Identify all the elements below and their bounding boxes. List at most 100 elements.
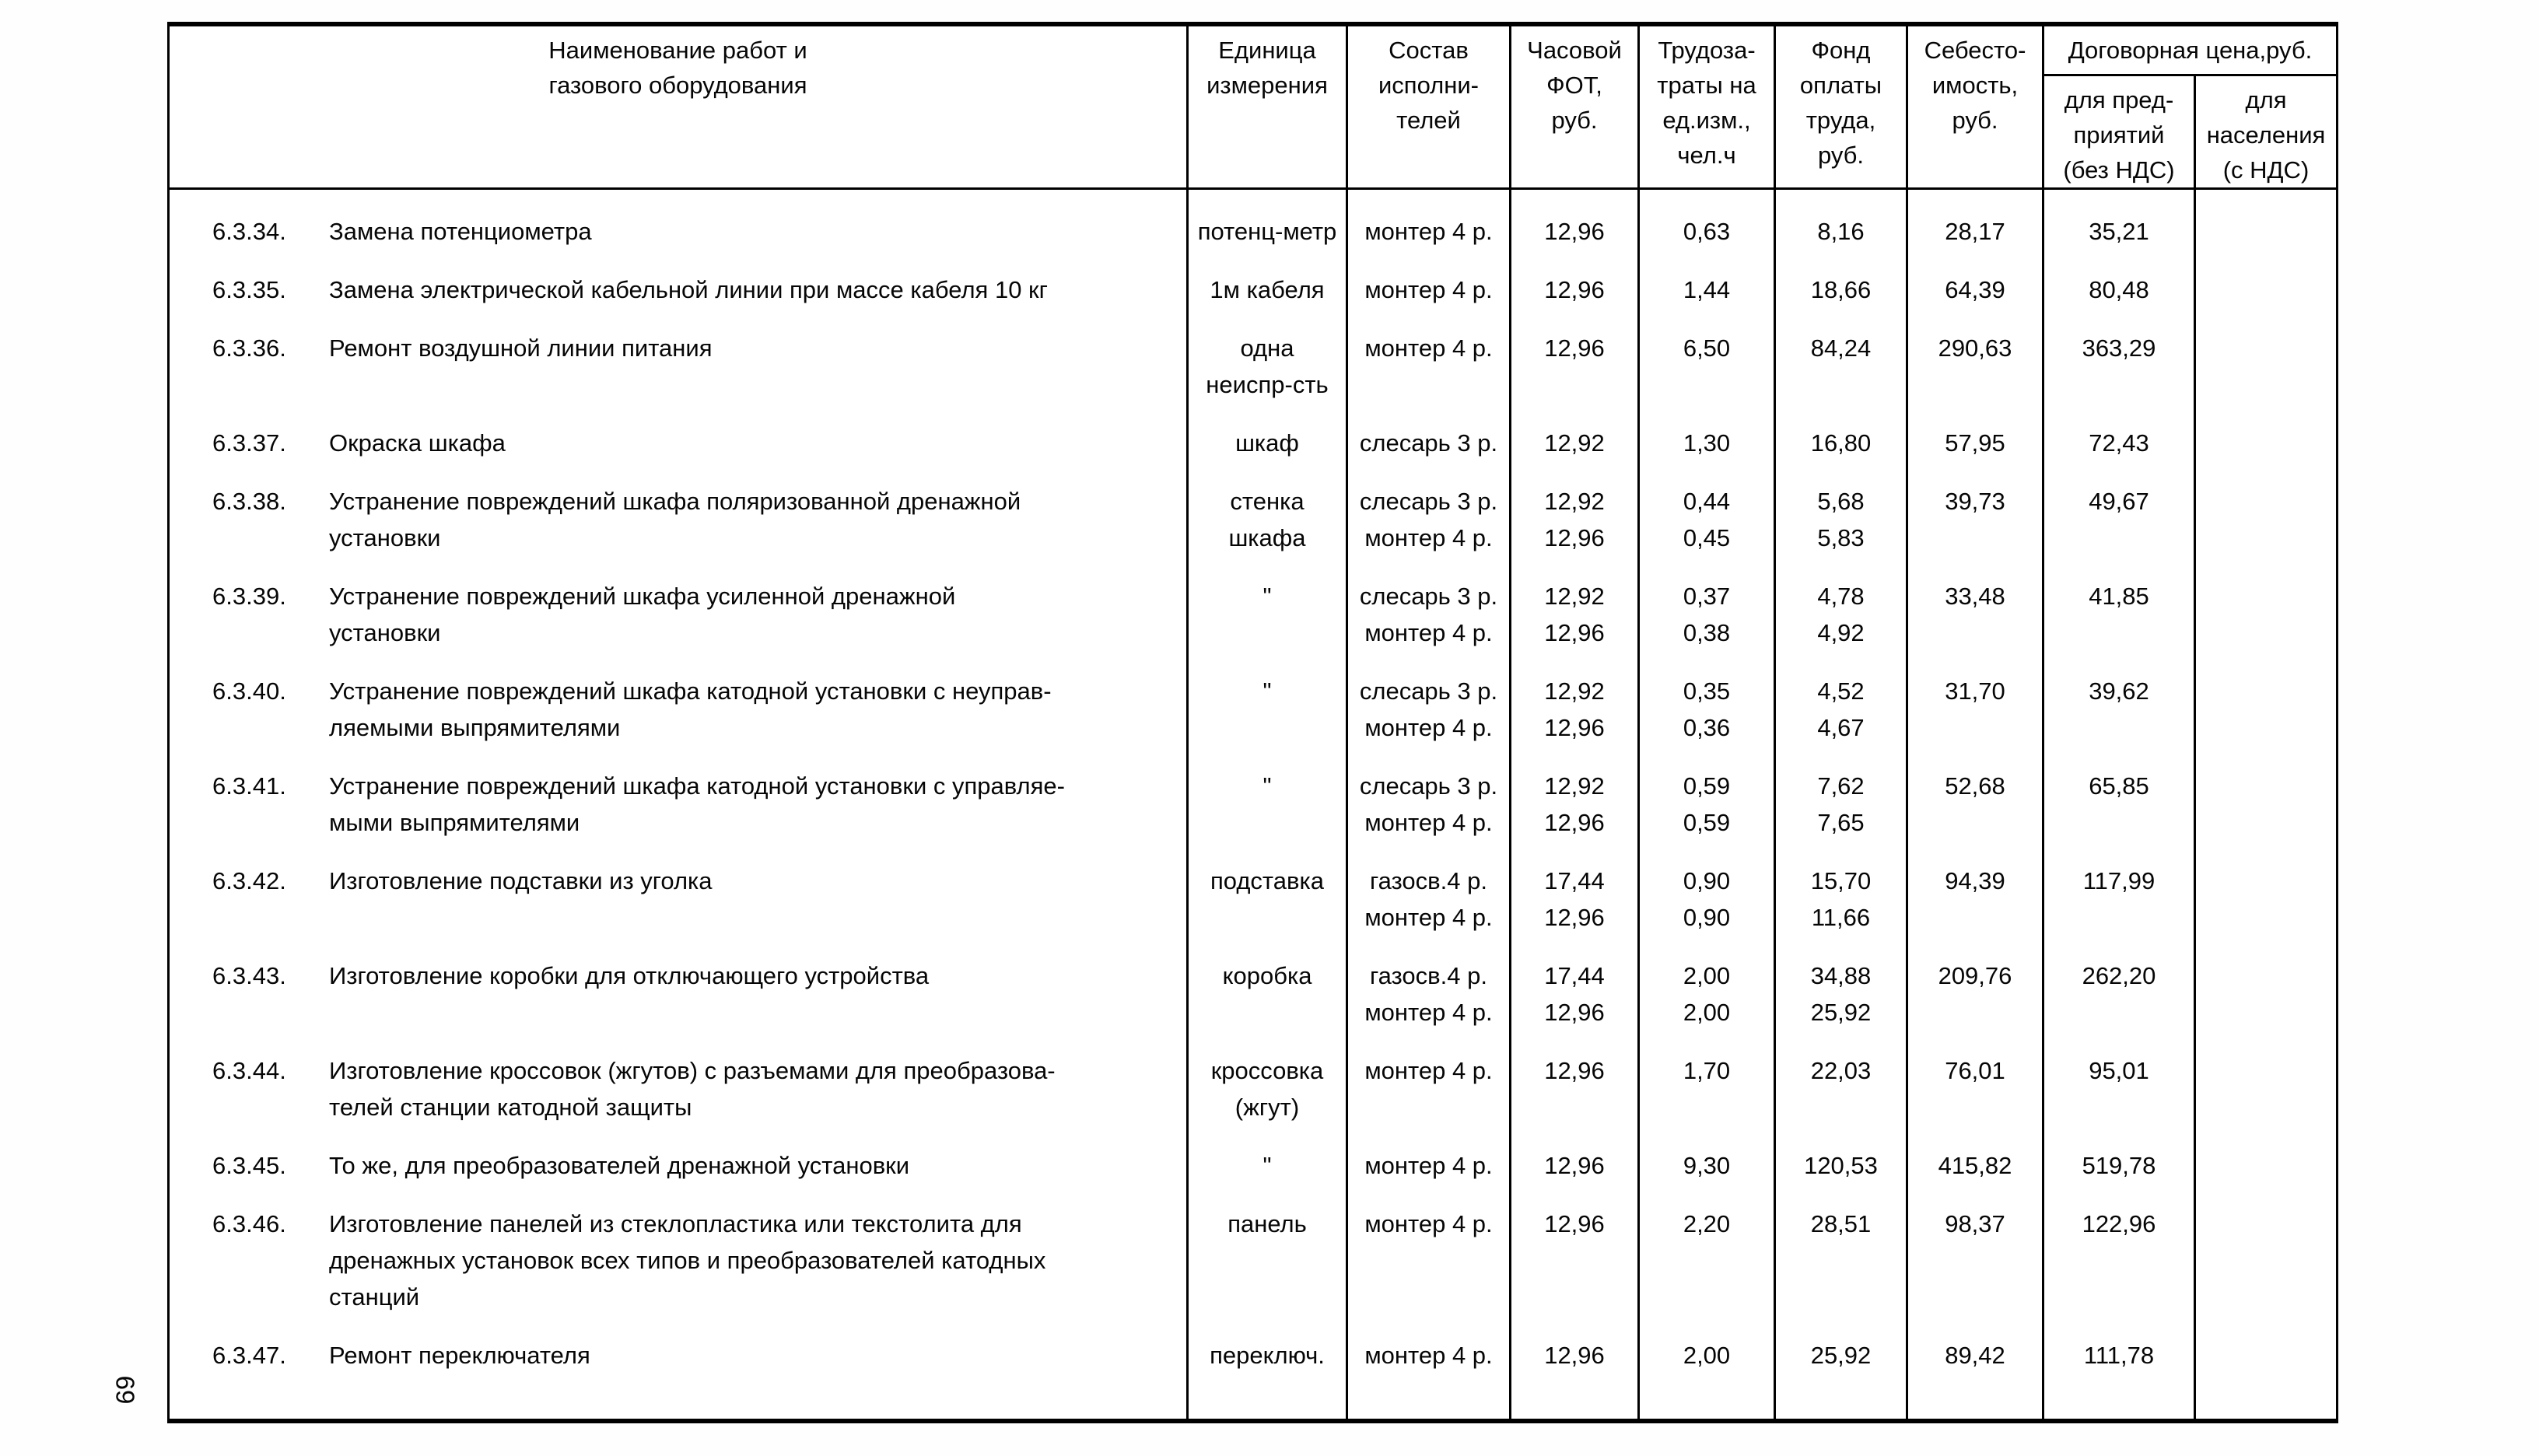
cell-name: 6.3.43. Изготовление коробки для отключа…: [170, 957, 1189, 1052]
work-name: Устранение повреждений шкафа поляризован…: [329, 488, 1021, 551]
cell-price-population: [2196, 483, 2336, 578]
header-cell-performers: Состав исполни- телей: [1348, 26, 1511, 190]
work-name: Устранение повреждений шкафа катодной ус…: [329, 677, 1052, 741]
table-row: 6.3.37. Окраска шкафа шкаф слесарь 3 р. …: [170, 425, 2336, 483]
cell-price-population: [2196, 1052, 2336, 1147]
cell-price-enterprises: 39,62: [2044, 673, 2196, 768]
row-number: 6.3.46.: [212, 1210, 286, 1237]
cell-fund: 22,03: [1776, 1052, 1908, 1147]
cell-performers: монтер 4 р.: [1348, 271, 1511, 330]
cell-hourly-fot: 12,92 12,96: [1511, 578, 1640, 673]
cell-fund: 7,62 7,65: [1776, 768, 1908, 863]
tariff-table: Наименование работ и газового оборудован…: [167, 22, 2338, 1423]
cell-performers: монтер 4 р.: [1348, 1337, 1511, 1419]
cell-performers: слесарь 3 р. монтер 4 р.: [1348, 578, 1511, 673]
row-number: 6.3.44.: [212, 1057, 286, 1084]
work-name: Изготовление кроссовок (жгутов) с разъем…: [329, 1057, 1056, 1121]
cell-cost: 64,39: [1908, 271, 2044, 330]
cell-performers: слесарь 3 р. монтер 4 р.: [1348, 768, 1511, 863]
cell-cost: 89,42: [1908, 1337, 2044, 1419]
cell-hourly-fot: 17,44 12,96: [1511, 957, 1640, 1052]
cell-name: 6.3.34. Замена потенциометра: [170, 190, 1189, 271]
cell-fund: 18,66: [1776, 271, 1908, 330]
cell-price-enterprises: 95,01: [2044, 1052, 2196, 1147]
cell-labor: 1,30: [1640, 425, 1776, 483]
header-cell-unit: Единица измерения: [1189, 26, 1348, 190]
cell-hourly-fot: 12,92 12,96: [1511, 673, 1640, 768]
cell-name: 6.3.46. Изготовление панелей из стеклопл…: [170, 1206, 1189, 1337]
work-name: Ремонт воздушной линии питания: [329, 334, 713, 362]
cell-labor: 1,44: [1640, 271, 1776, 330]
cell-performers: монтер 4 р.: [1348, 1052, 1511, 1147]
cell-name: 6.3.47. Ремонт переключателя: [170, 1337, 1189, 1419]
table-row: 6.3.44. Изготовление кроссовок (жгутов) …: [170, 1052, 2336, 1147]
cell-fund: 15,70 11,66: [1776, 863, 1908, 957]
cell-price-population: [2196, 768, 2336, 863]
cell-performers: слесарь 3 р. монтер 4 р.: [1348, 673, 1511, 768]
cell-name: 6.3.42. Изготовление подставки из уголка: [170, 863, 1189, 957]
cell-hourly-fot: 12,96: [1511, 1337, 1640, 1419]
cell-unit: одна неиспр-сть: [1189, 330, 1348, 425]
cell-performers: слесарь 3 р.: [1348, 425, 1511, 483]
cell-name: 6.3.41. Устранение повреждений шкафа кат…: [170, 768, 1189, 863]
cell-hourly-fot: 17,44 12,96: [1511, 863, 1640, 957]
cell-name: 6.3.44. Изготовление кроссовок (жгутов) …: [170, 1052, 1189, 1147]
cell-labor: 0,35 0,36: [1640, 673, 1776, 768]
work-name: Изготовление подставки из уголка: [329, 867, 713, 894]
work-name: Замена потенциометра: [329, 218, 592, 245]
header-cell-hourly-fot: Часовой ФОТ, руб.: [1511, 26, 1640, 190]
cell-unit: подставка: [1189, 863, 1348, 957]
cell-performers: монтер 4 р.: [1348, 190, 1511, 271]
cell-price-enterprises: 262,20: [2044, 957, 2196, 1052]
row-number: 6.3.43.: [212, 962, 286, 989]
cell-price-population: [2196, 1206, 2336, 1337]
table-row: 6.3.39. Устранение повреждений шкафа уси…: [170, 578, 2336, 673]
cell-labor: 2,00 2,00: [1640, 957, 1776, 1052]
cell-price-enterprises: 117,99: [2044, 863, 2196, 957]
cell-hourly-fot: 12,96: [1511, 190, 1640, 271]
cell-name: 6.3.38. Устранение повреждений шкафа пол…: [170, 483, 1189, 578]
table-row: 6.3.41. Устранение повреждений шкафа кат…: [170, 768, 2336, 863]
header-cell-contract-price: Договорная цена,руб.: [2044, 26, 2336, 76]
cell-hourly-fot: 12,92 12,96: [1511, 768, 1640, 863]
cell-labor: 1,70: [1640, 1052, 1776, 1147]
table-row: 6.3.42. Изготовление подставки из уголка…: [170, 863, 2336, 957]
cell-performers: монтер 4 р.: [1348, 1206, 1511, 1337]
cell-price-enterprises: 35,21: [2044, 190, 2196, 271]
table-row: 6.3.47. Ремонт переключателя переключ. м…: [170, 1337, 2336, 1419]
cell-price-population: [2196, 673, 2336, 768]
cell-hourly-fot: 12,96: [1511, 1147, 1640, 1206]
cell-labor: 9,30: [1640, 1147, 1776, 1206]
cell-hourly-fot: 12,96: [1511, 1052, 1640, 1147]
cell-cost: 28,17: [1908, 190, 2044, 271]
cell-cost: 415,82: [1908, 1147, 2044, 1206]
cell-labor: 0,59 0,59: [1640, 768, 1776, 863]
cell-performers: газосв.4 р. монтер 4 р.: [1348, 863, 1511, 957]
cell-price-enterprises: 49,67: [2044, 483, 2196, 578]
cell-price-population: [2196, 1147, 2336, 1206]
cell-labor: 2,20: [1640, 1206, 1776, 1337]
row-number: 6.3.37.: [212, 429, 286, 457]
cell-performers: монтер 4 р.: [1348, 1147, 1511, 1206]
row-number: 6.3.35.: [212, 276, 286, 303]
cell-price-enterprises: 65,85: [2044, 768, 2196, 863]
cell-hourly-fot: 12,92: [1511, 425, 1640, 483]
cell-labor: 0,37 0,38: [1640, 578, 1776, 673]
work-name: Замена электрической кабельной линии при…: [329, 276, 1048, 303]
cell-price-enterprises: 111,78: [2044, 1337, 2196, 1419]
header-cell-labor: Трудоза- траты на ед.изм., чел.ч: [1640, 26, 1776, 190]
cell-name: 6.3.36. Ремонт воздушной линии питания: [170, 330, 1189, 425]
cell-fund: 4,52 4,67: [1776, 673, 1908, 768]
header-cell-name: Наименование работ и газового оборудован…: [170, 26, 1189, 190]
work-name: То же, для преобразователей дренажной ус…: [329, 1152, 910, 1179]
cell-fund: 28,51: [1776, 1206, 1908, 1337]
cell-hourly-fot: 12,92 12,96: [1511, 483, 1640, 578]
cell-fund: 25,92: [1776, 1337, 1908, 1419]
cell-unit: шкаф: [1189, 425, 1348, 483]
cell-price-enterprises: 519,78: [2044, 1147, 2196, 1206]
cell-price-enterprises: 72,43: [2044, 425, 2196, 483]
cell-unit: потенц-метр: [1189, 190, 1348, 271]
cell-price-population: [2196, 863, 2336, 957]
cell-name: 6.3.35. Замена электрической кабельной л…: [170, 271, 1189, 330]
cell-performers: монтер 4 р.: [1348, 330, 1511, 425]
